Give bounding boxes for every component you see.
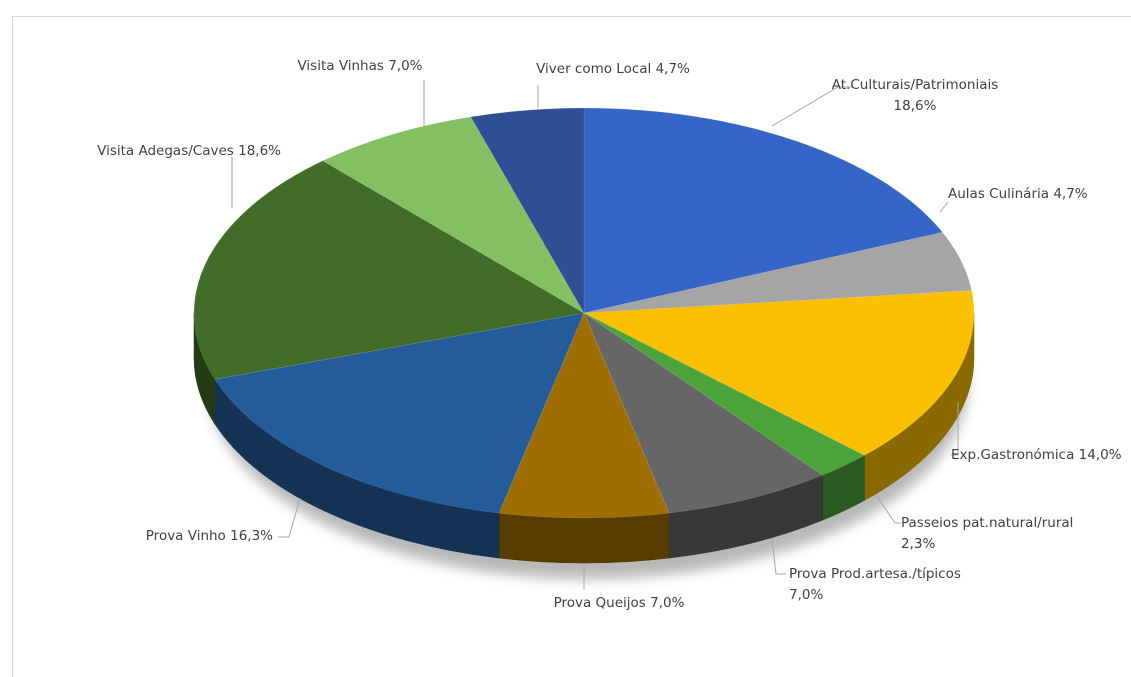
pie-slice-prova-queijos-7-0 bbox=[498, 312, 670, 519]
pie-slice-passeios-pat-natural-rural bbox=[583, 312, 866, 476]
pie-slice-prova-vinho-16-3 bbox=[214, 312, 585, 514]
leader-line-aulas-culinaria-4-7 bbox=[939, 201, 949, 213]
pie-slice-aulas-culinaria-4-7 bbox=[583, 231, 973, 314]
data-label-prova-queijos-7-0: Prova Queijos 7,0% bbox=[554, 595, 685, 611]
chart-frame bbox=[12, 16, 1131, 677]
data-label-prova-prod-artesa-tipicos: Prova Prod.artesa./típicos 7,0% bbox=[789, 566, 961, 603]
data-label-passeios-pat-natural-rural: Passeios pat.natural/rural 2,3% bbox=[901, 515, 1073, 552]
data-label-viver-como-local-4-7: Viver como Local 4,7% bbox=[536, 61, 690, 77]
pie-chart: At.Culturais/Patrimoniais 18,6% Aulas Culi… bbox=[97, 58, 1122, 611]
data-label-at-culturais-patrimoniais: At.Culturais/Patrimoniais 18,6% bbox=[832, 77, 999, 114]
data-label-visita-adegas-caves-18-6: Visita Adegas/Caves 18,6% bbox=[97, 143, 281, 159]
leader-line-prova-vinho-16-3 bbox=[278, 497, 301, 538]
leader-line-exp-gastronomica-14-0 bbox=[951, 402, 959, 456]
data-label-exp-gastronomica-14-0: Exp.Gastronómica 14,0% bbox=[951, 447, 1122, 463]
pie-slice-viver-como-local-4-7 bbox=[470, 107, 585, 315]
data-label-prova-vinho-16-3: Prova Vinho 16,3% bbox=[146, 528, 273, 544]
pie-slice-exp-gastronomica-14-0 bbox=[582, 290, 975, 456]
pie-slice-at-culturais-patrimoniais bbox=[583, 107, 944, 314]
pie-slice-side-prova-queijos-7-0 bbox=[498, 512, 670, 564]
leader-line-at-culturais-patrimoniais bbox=[771, 86, 853, 127]
pie-slice-visita-vinhas-7-0 bbox=[322, 116, 585, 314]
data-label-visita-vinhas-7-0: Visita Vinhas 7,0% bbox=[297, 58, 422, 74]
pie-slice-prova-prod-artesa-tipicos bbox=[583, 312, 824, 514]
leader-line-prova-prod-artesa-tipicos bbox=[771, 537, 786, 575]
data-label-aulas-culinaria-4-7: Aulas Culinária 4,7% bbox=[948, 186, 1088, 202]
pie-slice-visita-adegas-caves-18-6 bbox=[193, 160, 585, 380]
leader-line-passeios-pat-natural-rural bbox=[875, 494, 901, 524]
